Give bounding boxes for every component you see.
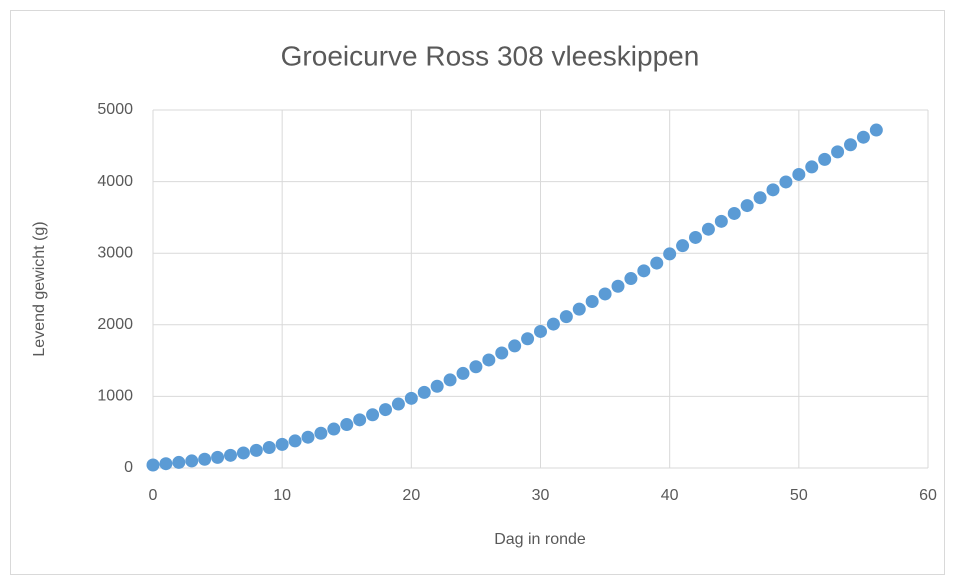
y-tick-label: 2000 — [97, 316, 133, 333]
point — [818, 152, 832, 166]
point — [805, 160, 819, 174]
point — [288, 434, 302, 448]
point — [792, 167, 806, 181]
point — [353, 413, 367, 427]
point — [844, 138, 857, 152]
y-tick-label: 5000 — [97, 101, 133, 118]
y-tick-label: 0 — [124, 459, 133, 476]
point — [572, 302, 586, 316]
point — [508, 339, 522, 353]
point — [146, 458, 160, 472]
y-tick-label: 4000 — [97, 173, 133, 190]
point — [856, 130, 870, 144]
point — [869, 123, 883, 137]
point — [521, 332, 535, 346]
point — [495, 346, 509, 360]
point — [314, 426, 328, 440]
point — [740, 199, 754, 213]
point — [727, 206, 741, 220]
point — [676, 239, 690, 253]
y-tick-label: 1000 — [97, 388, 133, 405]
point — [172, 455, 186, 469]
point — [779, 175, 793, 189]
point — [340, 418, 354, 432]
point — [650, 256, 664, 270]
point — [417, 385, 431, 399]
point — [262, 441, 276, 455]
x-axis-label: Dag in ronde — [494, 531, 586, 548]
point — [443, 373, 457, 387]
point — [714, 214, 728, 228]
chart-title: Groeicurve Ross 308 vleeskippen — [281, 40, 700, 71]
point — [198, 452, 212, 466]
y-axis-label: Levend gewicht (g) — [31, 221, 48, 356]
point — [469, 360, 483, 374]
point — [482, 353, 496, 367]
point — [624, 272, 638, 286]
point — [211, 450, 225, 464]
x-tick-label: 60 — [919, 487, 937, 504]
chart-border — [10, 10, 945, 575]
point — [404, 391, 418, 405]
point — [185, 454, 199, 468]
point — [391, 397, 405, 411]
point — [831, 145, 845, 159]
point — [598, 287, 612, 301]
point — [301, 430, 315, 444]
x-tick-label: 30 — [532, 487, 550, 504]
point — [379, 403, 392, 417]
point — [689, 230, 702, 244]
x-tick-label: 0 — [149, 487, 158, 504]
point — [159, 457, 173, 471]
point — [275, 437, 289, 451]
point — [559, 310, 573, 324]
point — [456, 366, 470, 380]
x-tick-label: 10 — [273, 487, 291, 504]
point — [637, 264, 651, 278]
y-tick-label: 3000 — [97, 244, 133, 261]
point — [430, 379, 444, 393]
point — [611, 279, 625, 293]
point — [249, 443, 263, 457]
point — [224, 448, 237, 462]
point — [585, 295, 599, 309]
point — [701, 222, 715, 236]
point — [236, 446, 250, 460]
x-tick-label: 50 — [790, 487, 808, 504]
x-tick-label: 20 — [402, 487, 420, 504]
point — [366, 408, 380, 422]
point — [663, 247, 677, 261]
point — [327, 422, 341, 436]
point — [766, 183, 780, 197]
point — [534, 324, 547, 338]
point — [546, 317, 560, 331]
x-tick-label: 40 — [661, 487, 679, 504]
point — [753, 191, 767, 205]
